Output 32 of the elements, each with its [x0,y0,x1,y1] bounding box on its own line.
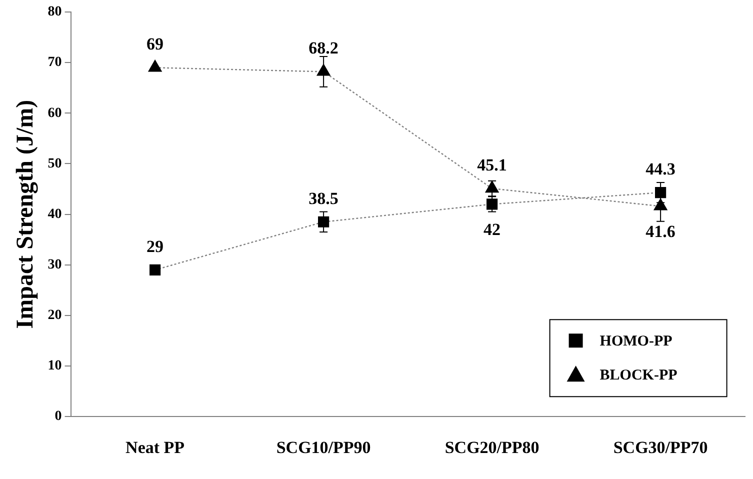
x-tick-label: SCG20/PP80 [444,438,540,458]
legend-label: HOMO-PP [600,333,672,350]
point [316,64,330,76]
y-axis-title: Impact Strength (J/m) [12,100,39,329]
point [654,198,668,210]
data-label: 44.3 [646,159,676,178]
point [318,216,330,228]
y-tick-label: 30 [48,257,62,272]
y-tick-label: 60 [48,106,62,121]
data-label: 41.6 [646,222,676,242]
data-label: 69 [146,34,164,54]
data-label: 38.5 [308,188,338,208]
x-tick-label: SCG30/PP70 [613,438,708,458]
point [148,60,162,72]
data-label: 68.2 [308,38,338,58]
data-label: 45.1 [477,155,507,174]
data-label: 42 [484,220,501,240]
data-label: 29 [146,236,164,256]
y-tick-label: 10 [48,358,62,374]
y-tick-label: 40 [48,206,62,222]
point [485,180,499,193]
y-tick-label: 20 [48,308,62,324]
x-tick-label: SCG10/PP90 [276,438,371,458]
legend-label: BLOCK-PP [600,367,678,384]
point [486,198,498,210]
y-tick-label: 70 [48,55,62,70]
point [150,264,161,276]
y-tick-label: 50 [48,156,62,172]
y-tick-label: 0 [54,409,62,424]
x-tick-label: Neat PP [126,438,185,458]
y-tick-label: 80 [48,4,62,20]
point [655,187,666,198]
